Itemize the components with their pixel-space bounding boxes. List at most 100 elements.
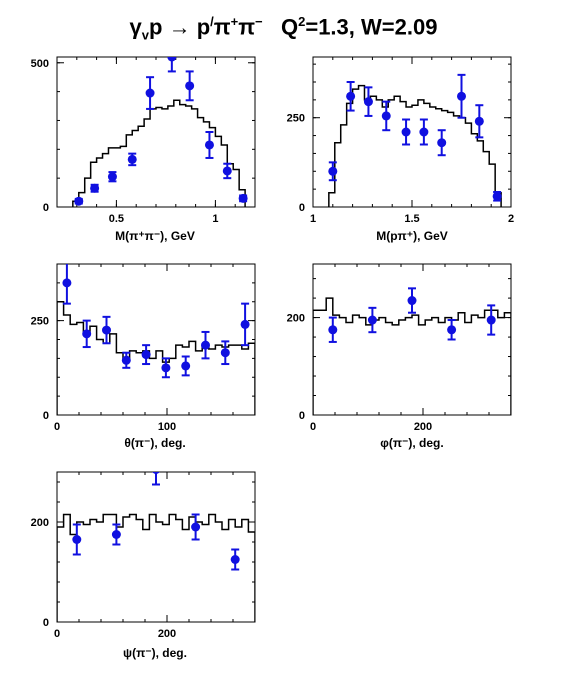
x-axis-label: φ(π⁻), deg. (380, 436, 443, 450)
plot-frame (56, 56, 256, 208)
point-marker (201, 340, 210, 350)
panel-1: 0.5 1 0 500 M(π⁺π⁻), GeV (31, 56, 256, 243)
data-point (191, 513, 201, 541)
data-point (222, 162, 232, 180)
x-tick-label: 0.5 (109, 213, 124, 225)
data-point (447, 319, 457, 341)
point-marker (240, 319, 250, 329)
histogram-line (57, 513, 255, 622)
x-axis-label: θ(π⁻), deg. (124, 436, 185, 450)
point-marker (222, 166, 232, 176)
y-tick-label: 250 (31, 316, 49, 328)
x-tick-label: 2 (508, 213, 514, 225)
data-point (181, 355, 191, 377)
point-marker (381, 111, 391, 121)
x-axis-label: M(π⁺π⁻), GeV (115, 229, 195, 243)
x-tick-label: 200 (158, 628, 176, 640)
point-marker (167, 57, 177, 62)
point-marker (161, 363, 171, 373)
x-tick-label: 1 (212, 213, 218, 225)
title-reaction: p → p (149, 14, 211, 40)
data-point (328, 316, 338, 343)
point-marker (437, 138, 447, 148)
data-point (230, 548, 240, 571)
y-tick-label: 0 (299, 410, 305, 422)
plot-frame (56, 471, 256, 623)
point-marker (474, 116, 484, 126)
data-point (167, 57, 177, 73)
histogram-line (313, 297, 511, 415)
data-point (102, 315, 111, 345)
data-point (363, 86, 373, 117)
point-marker (486, 315, 496, 325)
y-tick-label: 0 (43, 202, 49, 214)
x-tick-label: 1.5 (404, 213, 419, 225)
data-point (107, 171, 117, 183)
data-point (127, 152, 137, 167)
point-marker (447, 325, 457, 335)
point-marker (238, 193, 248, 203)
x-tick-label: 0 (54, 628, 60, 640)
point-marker (492, 191, 502, 201)
data-point (62, 264, 72, 305)
data-point (220, 340, 230, 366)
data-point (201, 330, 210, 360)
data-point (367, 306, 377, 334)
data-point (492, 191, 502, 202)
panel-5: 0 200 0 200 ψ(π⁻), deg. (31, 471, 256, 660)
data-point (121, 351, 131, 369)
data-point (346, 81, 356, 112)
point-marker (72, 535, 82, 544)
point-marker (111, 530, 121, 539)
point-marker (419, 127, 429, 137)
point-marker (407, 296, 417, 306)
point-marker (363, 97, 373, 107)
point-marker (121, 355, 131, 365)
data-point (161, 357, 171, 379)
title-pi-plus: π (213, 14, 231, 40)
x-tick-label: 1 (310, 213, 316, 225)
x-tick-label: 100 (158, 421, 176, 433)
data-point (111, 523, 121, 546)
data-point (72, 523, 82, 556)
panel-3: 0 100 0 250 θ(π⁻), deg. (31, 263, 256, 450)
point-marker (185, 81, 195, 91)
data-point (145, 76, 155, 110)
title-prime: / (210, 14, 214, 29)
y-tick-label: 200 (287, 313, 305, 325)
data-point (486, 304, 496, 336)
point-marker (127, 154, 137, 164)
point-marker (152, 472, 160, 474)
y-tick-label: 0 (299, 202, 305, 214)
title-gamma-sub: v (141, 27, 150, 43)
title-gamma: γ (129, 14, 142, 40)
point-marker (328, 166, 338, 176)
histogram-line (72, 99, 246, 207)
y-tick-label: 0 (43, 410, 49, 422)
point-marker (401, 127, 411, 137)
point-marker (457, 91, 466, 101)
point-marker (328, 325, 338, 335)
data-point (90, 183, 100, 193)
y-tick-label: 0 (43, 617, 49, 629)
title-q: Q (280, 14, 299, 40)
point-marker (90, 183, 100, 193)
point-marker (191, 522, 201, 532)
data-point (401, 118, 411, 146)
point-marker (367, 315, 377, 325)
data-point (240, 302, 250, 347)
title-minus-sign: − (255, 14, 263, 29)
x-axis-label: ψ(π⁻), deg. (123, 646, 187, 660)
data-point (238, 193, 248, 203)
y-tick-label: 250 (287, 113, 305, 125)
point-marker (62, 278, 72, 288)
x-axis-label: M(pπ⁺), GeV (376, 229, 448, 243)
point-marker (220, 348, 230, 358)
title-q-sup: 2 (298, 14, 306, 29)
data-point (457, 73, 466, 119)
x-tick-label: 0 (310, 421, 316, 433)
title-plus-sign: + (230, 14, 239, 29)
point-marker (102, 325, 111, 335)
panel-2: 1 1.5 2 0 250 M(pπ⁺), GeV (287, 56, 514, 243)
